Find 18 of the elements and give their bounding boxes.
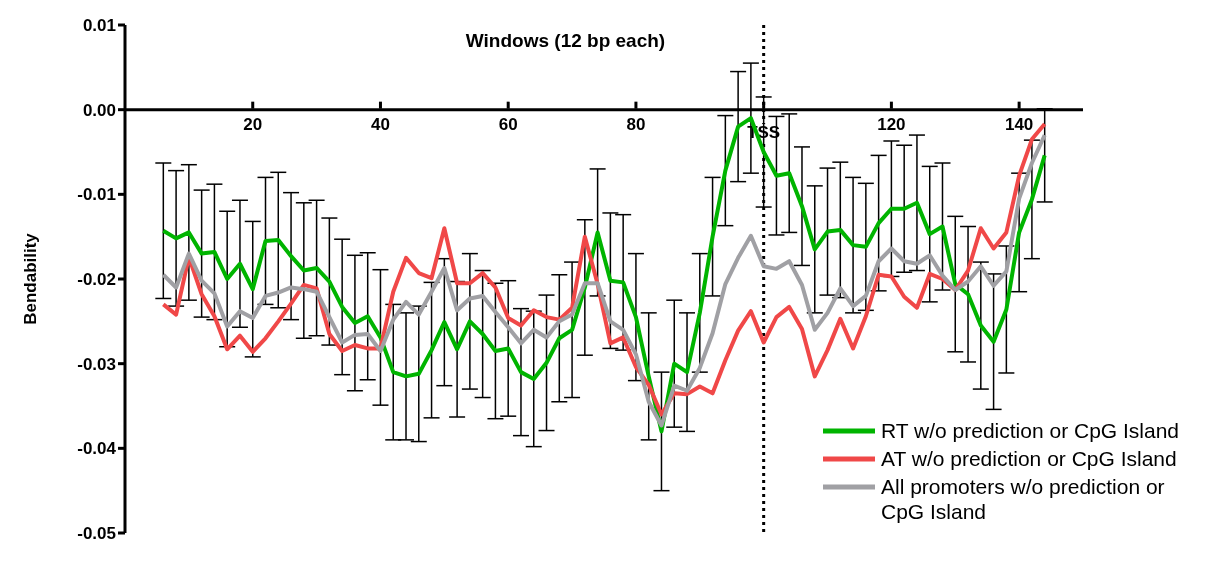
y-tick-label: 0.01 — [82, 16, 116, 36]
y-tick-label: 0.00 — [82, 100, 116, 120]
x-tick-label: 80 — [626, 114, 646, 134]
y-tick-label: -0.01 — [77, 185, 116, 205]
x-tick-label: 60 — [498, 114, 518, 134]
y-tick-label: -0.02 — [77, 270, 116, 290]
legend-label: All promoters w/o prediction or CpG Island — [881, 474, 1166, 524]
legend-label: AT w/o prediction or CpG Island — [881, 446, 1177, 471]
y-tick-label: -0.05 — [77, 524, 116, 544]
x-axis-title: Windows (12 bp each) — [465, 30, 666, 51]
y-tick-label: -0.03 — [77, 354, 116, 374]
x-tick-label: 40 — [371, 114, 390, 134]
x-tick-label: 120 — [877, 114, 906, 134]
y-tick-label: -0.04 — [77, 439, 117, 459]
y-axis-title: Bendability — [21, 232, 41, 325]
legend-label: RT w/o prediction or CpG Island — [881, 418, 1180, 443]
x-tick-label: 20 — [243, 114, 263, 134]
x-tick-label: 140 — [1004, 114, 1034, 134]
